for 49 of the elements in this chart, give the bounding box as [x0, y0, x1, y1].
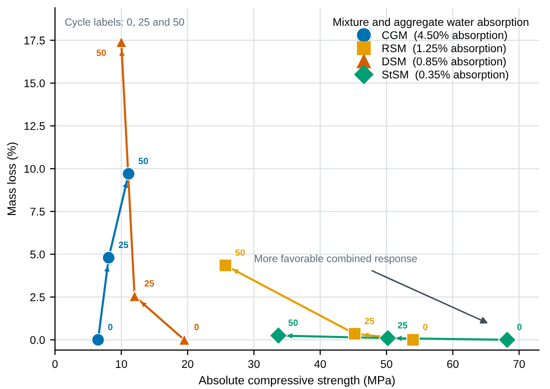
x-tick-label: 50: [380, 360, 392, 368]
point: [406, 333, 420, 346]
point: [218, 258, 232, 272]
point: [269, 326, 288, 345]
y-tick-label: 10.0: [24, 164, 45, 173]
point: [116, 36, 128, 48]
y-tick-label: 0.0: [30, 336, 45, 344]
x-tick-label: 10: [116, 360, 128, 368]
annotation: Cycle labels: 0, 25 and 50: [65, 18, 184, 28]
point: [128, 290, 140, 302]
legend-label: StSM (0.35% absorption): [382, 70, 508, 81]
annotation: 25: [398, 322, 408, 328]
y-tick-label: 15.0: [24, 79, 45, 88]
point: [102, 251, 116, 264]
point: [348, 327, 362, 340]
point: [378, 328, 398, 348]
legend-label: CGM (4.50% absorption): [382, 30, 507, 42]
y-tick-label: 7.5: [30, 208, 45, 216]
legend-title: Mixture and aggregate water absorption: [334, 18, 528, 28]
y-tick-label: 2.5: [30, 293, 45, 302]
annotation: 0: [423, 324, 428, 330]
x-tick-label: 40: [314, 360, 326, 368]
x-tick-label: 70: [514, 360, 525, 368]
y-tick-label: 12.5: [24, 122, 45, 130]
annotation: More favorable combined response: [254, 254, 417, 264]
point: [178, 334, 190, 346]
x-tick-label: 0: [52, 360, 58, 368]
x-tick-label: 60: [447, 360, 459, 368]
y-tick-label: 17.5: [24, 36, 45, 44]
annotation: 50: [138, 158, 148, 164]
annotation: 0: [517, 324, 522, 330]
annotation: 0: [108, 324, 112, 330]
annotation: 25: [118, 242, 128, 248]
annotation: 25: [144, 280, 154, 287]
annotation: 25: [364, 318, 374, 324]
legend-label: DSM (0.85% absorption): [382, 57, 506, 68]
legend-label: RSM (1.25% absorption): [382, 44, 506, 54]
point: [498, 330, 516, 350]
annotation: 50: [96, 50, 106, 56]
y-tick-label: 5.0: [30, 250, 45, 258]
y-axis-title: Mass loss (%): [7, 142, 18, 216]
annotation: 50: [235, 249, 245, 256]
x-tick-label: 30: [248, 360, 260, 368]
annotation: 50: [288, 320, 298, 326]
x-axis-title: Absolute compressive strength (MPa): [198, 376, 395, 387]
annotation: 0: [194, 324, 199, 330]
point: [122, 167, 136, 180]
point: [91, 333, 105, 346]
x-tick-label: 20: [182, 360, 194, 368]
